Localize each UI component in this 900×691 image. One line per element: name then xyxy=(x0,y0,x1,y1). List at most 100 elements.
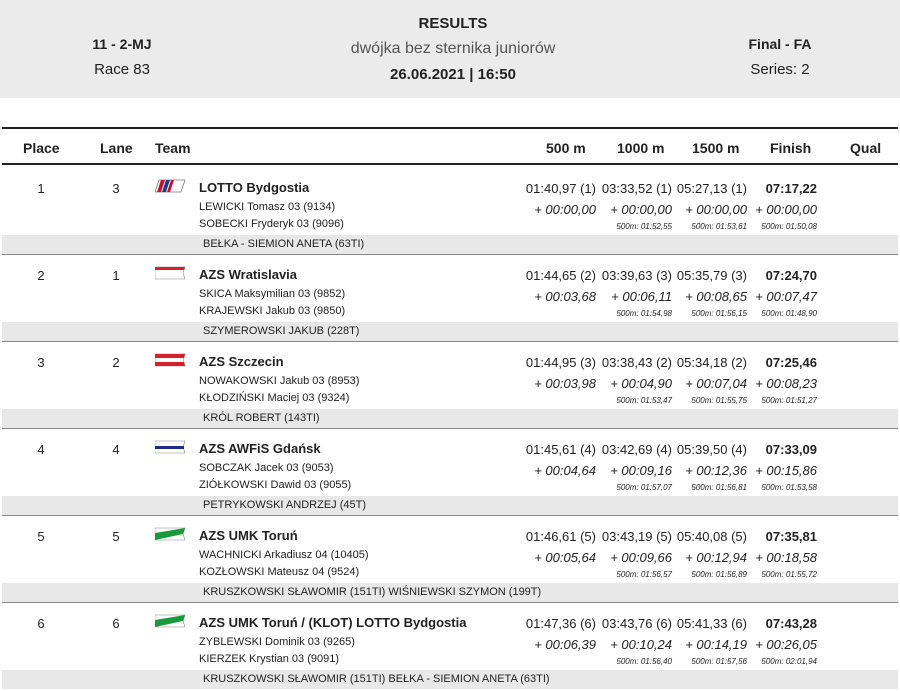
split-1500m: 500m: 01:56,81 xyxy=(691,483,747,492)
finish-diff: + 00:00,00 xyxy=(755,202,817,217)
finish-split: 500m: 02:01,94 xyxy=(761,657,817,666)
rower-name: LEWICKI Tomasz 03 (9134) xyxy=(199,201,336,213)
coach-bar: BEŁKA - SIEMION ANETA (63TI) xyxy=(2,235,898,254)
race-datetime: 26.06.2021 | 16:50 xyxy=(390,66,516,83)
coach-bar: PETRYKOWSKI ANDRZEJ (45T) xyxy=(2,496,898,515)
team-name: AZS UMK Toruń / (KLOT) LOTTO Bydgostia xyxy=(199,615,467,630)
time-1000m: 03:38,43 (2) xyxy=(601,355,672,370)
race-series: Series: 2 xyxy=(750,61,810,78)
event-name: dwójka bez sternika juniorów xyxy=(350,40,556,57)
lane-value: 3 xyxy=(112,181,120,196)
split-1500m: 500m: 01:56,89 xyxy=(691,570,747,579)
row-divider xyxy=(2,254,898,255)
diff-1500m: + 00:00,00 xyxy=(685,202,747,217)
place-value: 1 xyxy=(37,181,45,196)
diff-1500m: + 00:14,19 xyxy=(685,637,747,652)
green-white-flag-icon xyxy=(155,527,186,541)
diff-1000m: + 00:10,24 xyxy=(610,637,672,652)
finish-split: 500m: 01:48,90 xyxy=(761,309,817,318)
coach-bar: KRUSZKOWSKI SŁAWOMIR (151TI) BEŁKA - SIE… xyxy=(2,670,898,689)
diff-1500m: + 00:08,65 xyxy=(685,289,747,304)
coach-name: SZYMEROWSKI JAKUB (228T) xyxy=(203,325,360,337)
finish-time: 07:43,28 xyxy=(765,616,817,631)
col-1000m: 1000 m xyxy=(617,140,665,156)
time-1000m: 03:33,52 (1) xyxy=(601,181,672,196)
rower-name: SOBCZAK Jacek 03 (9053) xyxy=(199,462,334,474)
lane-value: 1 xyxy=(112,268,120,283)
coach-name: KRUSZKOWSKI SŁAWOMIR (151TI) BEŁKA - SIE… xyxy=(203,673,550,685)
blue-white-flag-icon xyxy=(155,440,186,454)
finish-diff: + 00:15,86 xyxy=(755,463,817,478)
diff-1000m: + 00:06,11 xyxy=(611,289,672,304)
lotto-stripes-icon xyxy=(155,179,186,193)
time-500m: 01:44,65 (2) xyxy=(525,268,596,283)
split-1000m: 500m: 01:56,57 xyxy=(616,570,672,579)
place-value: 3 xyxy=(37,355,45,370)
race-phase: Final - FA xyxy=(748,36,812,52)
lane-value: 2 xyxy=(112,355,120,370)
diff-1000m: + 00:00,00 xyxy=(610,202,672,217)
diff-500m: + 00:03,68 xyxy=(534,289,596,304)
time-1000m: 03:43,19 (5) xyxy=(601,529,672,544)
finish-time: 07:25,46 xyxy=(765,355,817,370)
table-row: 5 5 AZS UMK Toruń WACHNICKI Arkadiusz 04… xyxy=(2,515,898,603)
time-1500m: 05:41,33 (6) xyxy=(676,616,747,631)
col-1500m: 1500 m xyxy=(692,140,740,156)
col-lane: Lane xyxy=(100,140,133,156)
table-row: 6 6 AZS UMK Toruń / (KLOT) LOTTO Bydgost… xyxy=(2,602,898,690)
diff-500m: + 00:06,39 xyxy=(534,637,596,652)
rower-name: SKICA Maksymilian 03 (9852) xyxy=(199,288,346,300)
row-divider xyxy=(2,428,898,429)
finish-diff: + 00:07,47 xyxy=(755,289,817,304)
col-500m: 500 m xyxy=(546,140,586,156)
finish-time: 07:24,70 xyxy=(765,268,817,283)
time-1500m: 05:27,13 (1) xyxy=(676,181,747,196)
team-name: LOTTO Bydgostia xyxy=(199,180,310,195)
coach-bar: KRÓL ROBERT (143TI) xyxy=(2,409,898,428)
row-divider xyxy=(2,515,898,516)
coach-name: KRUSZKOWSKI SŁAWOMIR (151TI) WIŚNIEWSKI … xyxy=(203,586,542,598)
red-white-flag-icon xyxy=(155,266,186,280)
rower-name: KRAJEWSKI Jakub 03 (9850) xyxy=(199,305,346,317)
split-1500m: 500m: 01:53,61 xyxy=(691,222,747,231)
split-1000m: 500m: 01:54,98 xyxy=(616,309,672,318)
table-row: 2 1 AZS Wratislavia SKICA Maksymilian 03… xyxy=(2,254,898,342)
rower-name: NOWAKOWSKI Jakub 03 (8953) xyxy=(199,375,360,387)
rower-name: KŁODZIŃSKI Maciej 03 (9324) xyxy=(199,392,350,404)
time-500m: 01:46,61 (5) xyxy=(525,529,596,544)
diff-1000m: + 00:04,90 xyxy=(610,376,672,391)
diff-1500m: + 00:07,04 xyxy=(685,376,747,391)
time-1500m: 05:40,08 (5) xyxy=(676,529,747,544)
split-1500m: 500m: 01:55,75 xyxy=(691,396,747,405)
diff-500m: + 00:00,00 xyxy=(534,202,596,217)
split-1000m: 500m: 01:57,07 xyxy=(616,483,672,492)
lane-value: 4 xyxy=(112,442,120,457)
row-divider xyxy=(2,602,898,603)
finish-split: 500m: 01:51,27 xyxy=(761,396,817,405)
table-row: 4 4 AZS AWFiS Gdańsk SOBCZAK Jacek 03 (9… xyxy=(2,428,898,516)
time-1000m: 03:43,76 (6) xyxy=(601,616,672,631)
time-500m: 01:47,36 (6) xyxy=(525,616,596,631)
event-code: 11 - 2-MJ xyxy=(92,36,152,52)
place-value: 6 xyxy=(37,616,45,631)
rower-name: KIERZEK Krystian 03 (9091) xyxy=(199,653,340,665)
page-title: RESULTS xyxy=(418,15,488,32)
results-header: 11 - 2-MJ Race 83 RESULTS dwójka bez ste… xyxy=(0,0,900,98)
finish-split: 500m: 01:55,72 xyxy=(761,570,817,579)
split-1000m: 500m: 01:53,47 xyxy=(616,396,672,405)
rower-name: KOZŁOWSKI Mateusz 04 (9524) xyxy=(199,566,360,578)
finish-time: 07:33,09 xyxy=(765,442,817,457)
col-qual: Qual xyxy=(850,140,882,156)
split-1500m: 500m: 01:57,56 xyxy=(691,657,747,666)
place-value: 5 xyxy=(37,529,45,544)
place-value: 4 xyxy=(37,442,45,457)
coach-bar: KRUSZKOWSKI SŁAWOMIR (151TI) WIŚNIEWSKI … xyxy=(2,583,898,602)
team-name: AZS AWFiS Gdańsk xyxy=(199,441,321,456)
col-team: Team xyxy=(155,140,191,156)
time-1500m: 05:34,18 (2) xyxy=(676,355,747,370)
lane-value: 6 xyxy=(112,616,120,631)
coach-bar: SZYMEROWSKI JAKUB (228T) xyxy=(2,322,898,341)
coach-name: BEŁKA - SIEMION ANETA (63TI) xyxy=(203,238,365,250)
team-name: AZS Szczecin xyxy=(199,354,284,369)
row-divider xyxy=(2,341,898,342)
